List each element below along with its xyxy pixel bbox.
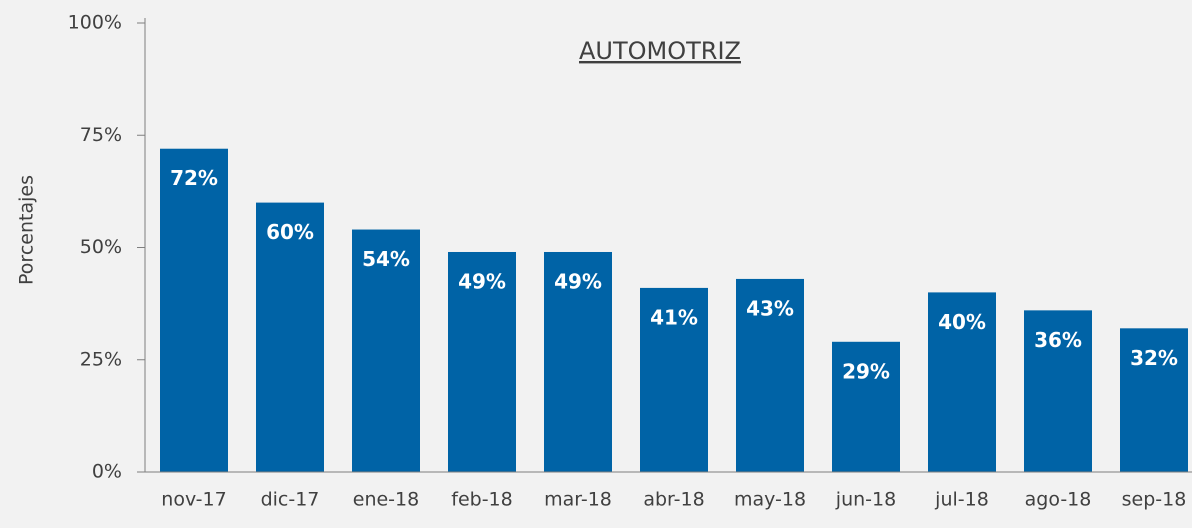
x-tick-label: may-18 xyxy=(734,489,806,511)
value-label: 72% xyxy=(170,166,218,190)
x-tick-label: sep-18 xyxy=(1122,489,1187,511)
value-label: 49% xyxy=(554,269,602,293)
value-label: 60% xyxy=(266,220,314,244)
bar xyxy=(640,287,708,472)
bar xyxy=(544,251,612,472)
value-label: 40% xyxy=(938,310,986,334)
x-tick-label: dic-17 xyxy=(261,489,320,511)
value-label: 36% xyxy=(1034,328,1082,352)
x-tick-label: ago-18 xyxy=(1025,489,1092,511)
y-tick-label: 100% xyxy=(68,12,122,34)
bar xyxy=(928,292,996,472)
chart-title: AUTOMOTRIZ xyxy=(579,37,741,65)
bar xyxy=(736,278,804,472)
bar xyxy=(1120,328,1188,472)
x-tick-label: mar-18 xyxy=(544,489,612,511)
x-tick-label: jun-18 xyxy=(835,489,896,511)
bar xyxy=(448,251,516,472)
bar xyxy=(352,229,420,472)
bar xyxy=(256,202,324,472)
bar xyxy=(1024,310,1092,472)
x-tick-label: jul-18 xyxy=(934,489,989,511)
value-label: 54% xyxy=(362,247,410,271)
bar xyxy=(832,341,900,472)
value-label: 49% xyxy=(458,269,506,293)
y-tick-label: 75% xyxy=(80,124,122,146)
y-axis-label: Porcentajes xyxy=(16,175,38,285)
y-tick-label: 25% xyxy=(80,348,122,370)
x-tick-label: feb-18 xyxy=(451,489,512,511)
y-tick-label: 0% xyxy=(92,461,122,483)
y-tick-label: 50% xyxy=(80,236,122,258)
x-tick-label: ene-18 xyxy=(353,489,419,511)
value-label: 41% xyxy=(650,305,698,329)
value-label: 43% xyxy=(746,296,794,320)
bar xyxy=(160,148,228,472)
x-tick-label: abr-18 xyxy=(643,489,704,511)
value-label: 29% xyxy=(842,359,890,383)
value-label: 32% xyxy=(1130,346,1178,370)
x-tick-label: nov-17 xyxy=(161,489,226,511)
